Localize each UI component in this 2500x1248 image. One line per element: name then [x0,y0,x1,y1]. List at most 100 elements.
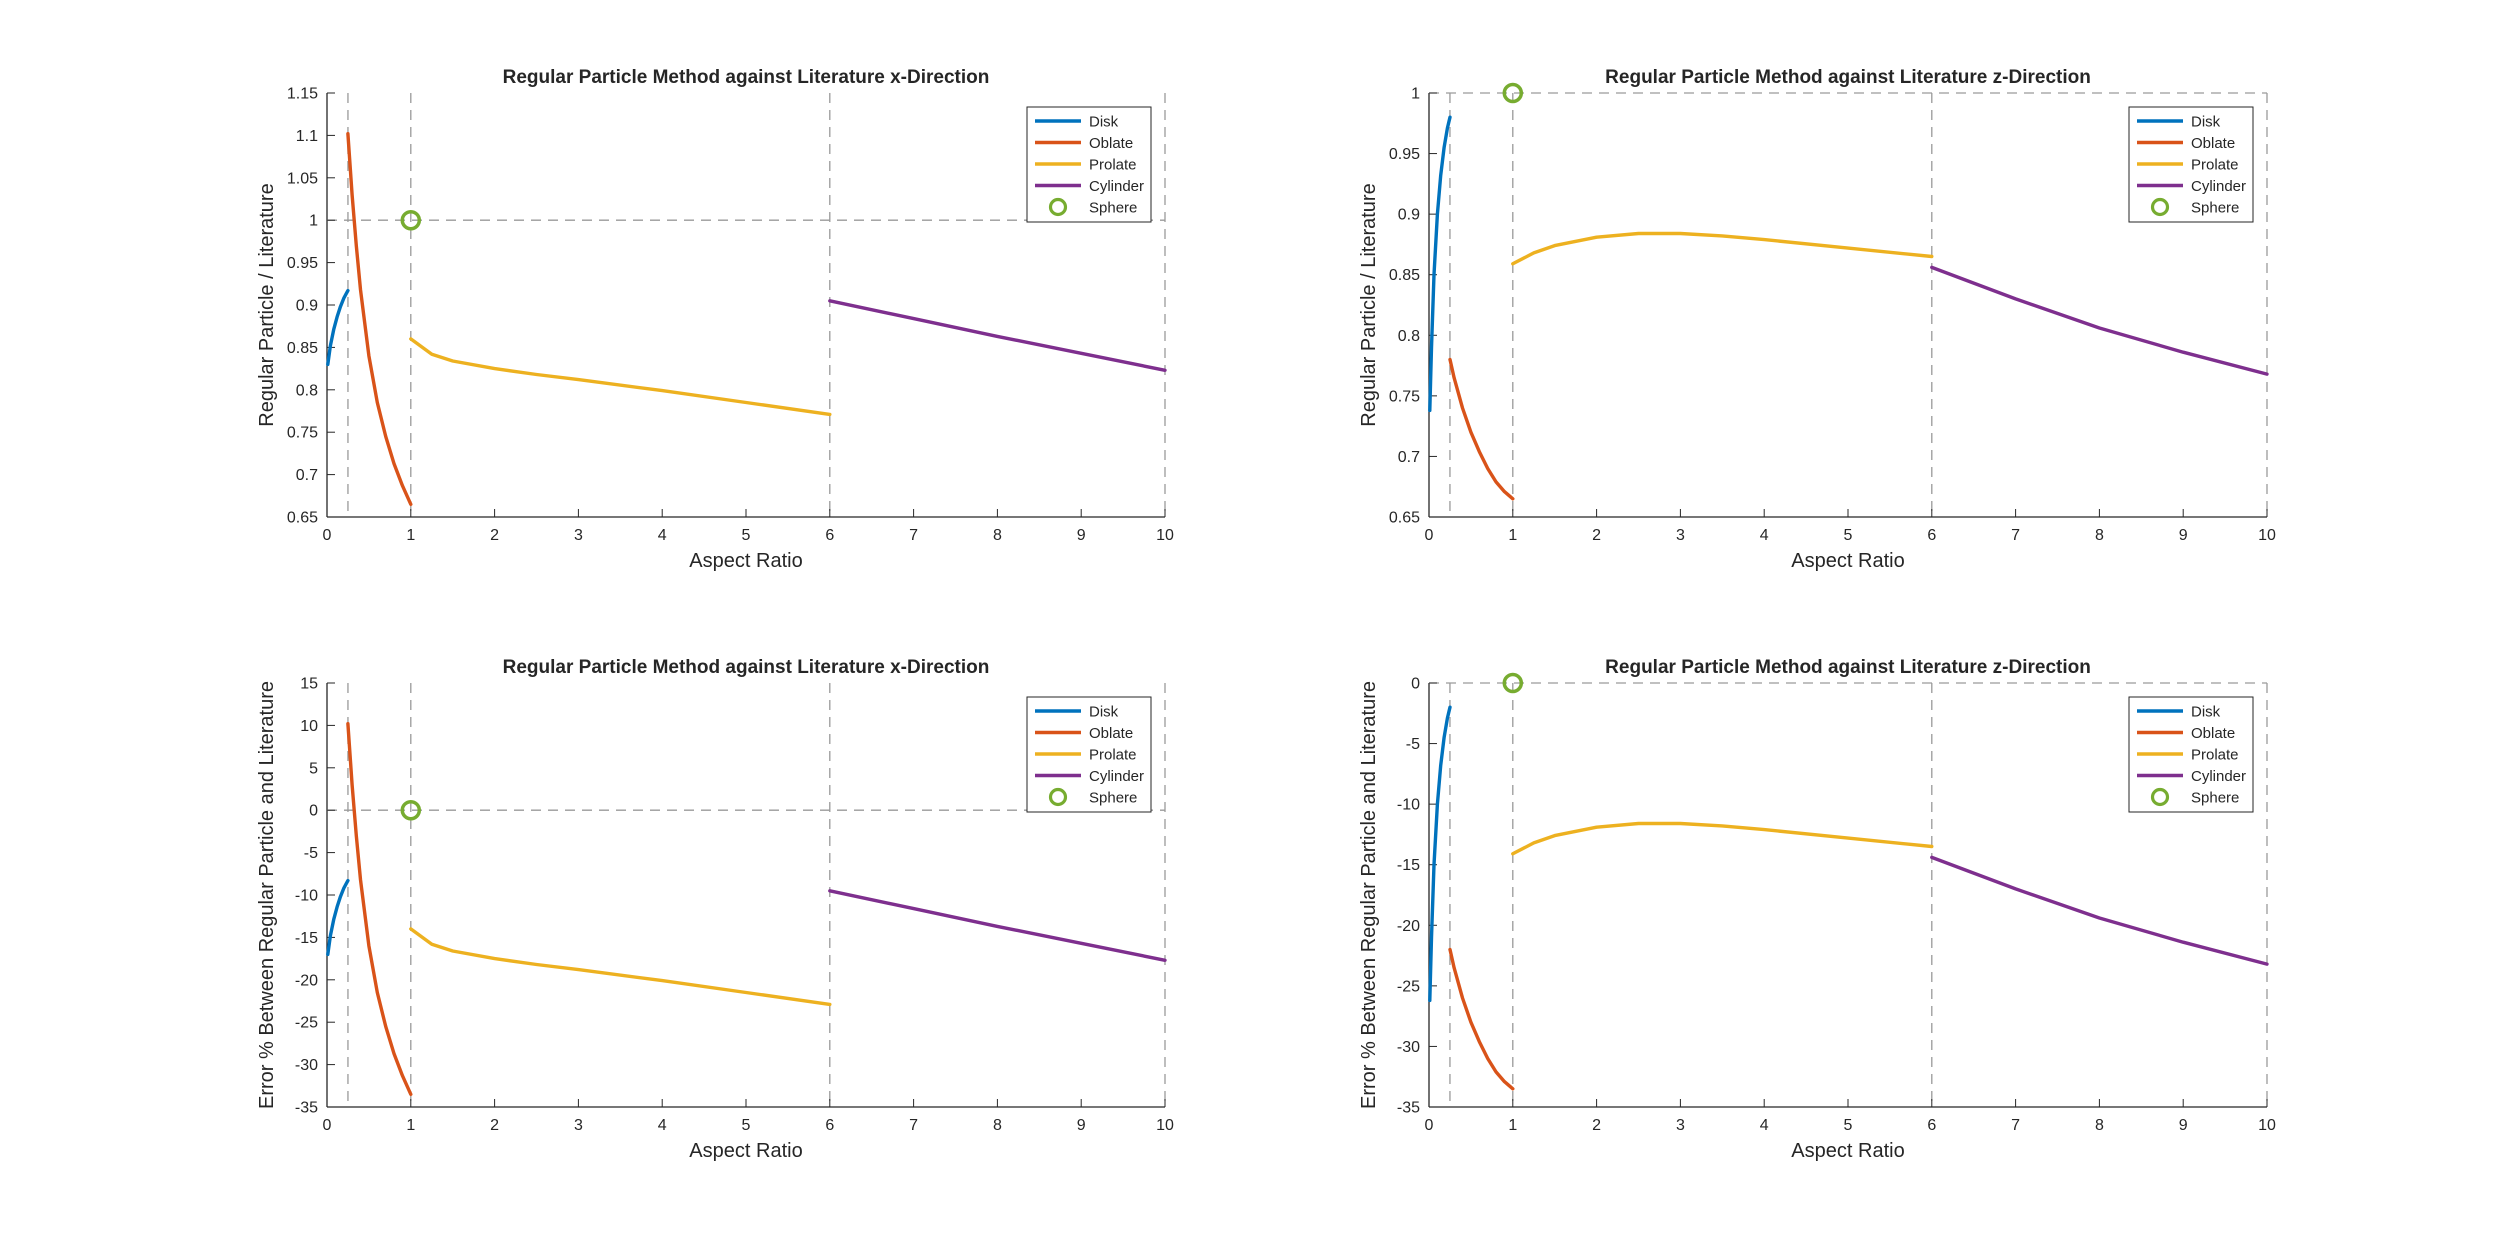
legend-item-oblate-label: Oblate [2191,725,2235,742]
x-tick-label: 1 [1508,527,1517,544]
y-tick-label: -35 [1397,1100,1420,1117]
chart-4: 0 1 2 3 4 5 6 7 8 9 10 -35 -30 -25 -20 -15 -10 -5 0 Regular… [1358,657,2276,1162]
x-axis-label: Aspect Ratio [689,550,802,572]
y-axis-label: Regular Particle / Literature [1358,183,1380,426]
legend-item-disk-label: Disk [1089,704,1119,721]
legend: Disk Oblate Prolate Cylinder Sphere [1026,106,1152,223]
series-disk-line [1428,115,1452,413]
y-tick-label: 0.7 [296,467,318,484]
series-disk-line [1428,705,1452,1003]
y-tick-label: -25 [1397,978,1420,995]
y-tick-label: -5 [1406,736,1420,753]
x-tick-label: 8 [993,527,1002,544]
y-tick-label: -20 [295,972,318,989]
y-tick-label: 0.65 [1389,510,1420,527]
x-tick-label: 9 [2179,1117,2188,1134]
x-tick-label: 7 [909,527,918,544]
legend-item-sphere-label: Sphere [2191,200,2239,217]
x-tick-label: 2 [1592,527,1601,544]
y-tick-label: 1.05 [287,170,318,187]
chart-title: Regular Particle Method against Literatu… [503,67,990,88]
series-oblate-line [346,722,413,1097]
x-tick-label: 1 [1508,1117,1517,1134]
y-tick-label: 0.8 [1398,328,1420,345]
x-tick-label: 3 [574,527,583,544]
chart-title: Regular Particle Method against Literatu… [503,657,990,678]
series-oblate-line [346,131,413,506]
chart-title: Regular Particle Method against Literatu… [1605,657,2091,678]
series-prolate-line [409,927,832,1007]
series-cylinder-line [828,299,1167,372]
series-sphere-marker [400,209,422,231]
y-axis-label: Error % Between Regular Particle and Lit… [256,681,278,1109]
legend-item-cylinder-label: Cylinder [2191,178,2246,195]
chart-1: 0 1 2 3 4 5 6 7 8 9 10 0.65 0.7 0.75 0.8 0.85 0.9 0.95 1 1.… [256,67,1174,572]
x-tick-label: 10 [2258,527,2276,544]
series-disk-line [326,288,350,367]
y-tick-label: 1 [309,213,318,230]
legend-item-prolate-label: Prolate [1089,747,1137,764]
y-tick-label: 15 [300,676,318,693]
y-tick-label: 0 [1411,676,1420,693]
series-prolate-line [1511,821,1934,856]
x-tick-label: 5 [742,1117,751,1134]
y-tick-label: 10 [300,718,318,735]
legend-item-sphere-marker [2150,787,2170,807]
legend-box [2128,696,2254,813]
legend-item-prolate-label: Prolate [1089,157,1137,174]
chart-3: 0 1 2 3 4 5 6 7 8 9 10 -35 -30 -25 -20 -15 -10 -5 0 5 10 15 Re… [256,657,1174,1162]
chart-2: 0 1 2 3 4 5 6 7 8 9 10 0.65 0.7 0.75 0.8 0.85 0.9 0.95 1 Re… [1358,67,2276,572]
legend-item-cylinder-label: Cylinder [1089,178,1144,195]
x-tick-label: 1 [406,1117,415,1134]
legend: Disk Oblate Prolate Cylinder Sphere [2128,696,2254,813]
x-tick-label: 9 [1077,1117,1086,1134]
x-tick-label: 7 [2011,1117,2020,1134]
legend-item-cylinder-label: Cylinder [2191,768,2246,785]
y-tick-label: 0 [309,803,318,820]
x-tick-label: 8 [2095,527,2104,544]
legend-item-sphere-label: Sphere [1089,200,1137,217]
x-tick-label: 5 [1844,1117,1853,1134]
y-tick-label: -15 [295,930,318,947]
y-tick-label: 0.9 [296,298,318,315]
y-tick-label: -15 [1397,857,1420,874]
x-tick-label: 5 [742,527,751,544]
legend-item-prolate-label: Prolate [2191,157,2239,174]
legend: Disk Oblate Prolate Cylinder Sphere [1026,696,1152,813]
chart-title: Regular Particle Method against Literatu… [1605,67,2091,88]
y-tick-label: 0.85 [1389,267,1420,284]
y-tick-label: -35 [295,1100,318,1117]
x-tick-label: 0 [323,1117,332,1134]
y-tick-label: 0.95 [1389,146,1420,163]
y-tick-label: -20 [1397,918,1420,935]
y-tick-label: 0.7 [1398,449,1420,466]
legend-item-sphere-marker [1048,787,1068,807]
legend-item-oblate-label: Oblate [2191,135,2235,152]
x-tick-label: 4 [658,1117,667,1134]
x-tick-label: 4 [1760,527,1769,544]
y-tick-label: -10 [295,888,318,905]
x-tick-label: 1 [406,527,415,544]
series-prolate-line [1511,231,1934,266]
x-tick-label: 2 [1592,1117,1601,1134]
series-oblate-line [1448,357,1515,501]
y-tick-label: 0.95 [287,255,318,272]
x-tick-label: 5 [1844,527,1853,544]
x-tick-label: 3 [1676,527,1685,544]
legend: Disk Oblate Prolate Cylinder Sphere [2128,106,2254,223]
x-tick-label: 6 [1927,1117,1936,1134]
series-oblate-line [1448,947,1515,1091]
x-tick-label: 0 [1425,527,1434,544]
x-tick-label: 7 [909,1117,918,1134]
legend-item-disk-label: Disk [2191,704,2221,721]
legend-item-sphere-marker [2150,197,2170,217]
x-tick-label: 10 [1156,1117,1174,1134]
series-prolate-line [409,337,832,417]
legend-item-sphere-marker [1048,197,1068,217]
series-sphere-marker [1502,82,1524,104]
y-tick-label: 1 [1411,86,1420,103]
y-tick-label: -5 [304,845,318,862]
series-disk-line [326,878,350,957]
